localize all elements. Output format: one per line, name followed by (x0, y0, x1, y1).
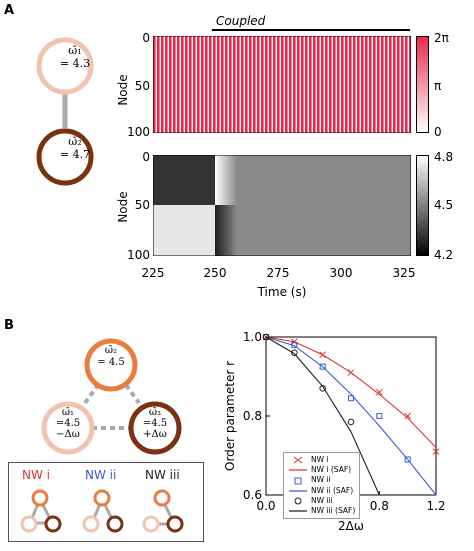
node-2-circle-b (84, 338, 138, 392)
nw-i-topology (20, 489, 62, 533)
node-3-circle-b (128, 401, 182, 455)
frequency-colorbar (416, 155, 429, 256)
nw-iii-title: NW iii (145, 468, 180, 482)
bottom-ytick-0: 0 (142, 150, 150, 164)
legend-item-nw-ii-saf: NW ii (SAF) (288, 486, 355, 496)
time-xlabel: Time (s) (257, 285, 307, 299)
bottom-ytick-100: 100 (127, 248, 150, 262)
node-1-omega: ω̄₁ (68, 44, 82, 57)
phase-heatmap (153, 36, 411, 133)
blue-line-icon (289, 490, 307, 492)
series-point-2 (319, 363, 326, 370)
xtick-300: 300 (329, 266, 353, 280)
legend-item-nw-i: NW i (288, 455, 355, 465)
series-point-0 (404, 412, 412, 420)
node-1-circle-b (41, 401, 95, 455)
phase-cbar-tick-pi: π (434, 79, 442, 93)
node-2-circle (36, 128, 94, 186)
xtick-250: 250 (203, 266, 227, 280)
node-b3-delta: +Δω (143, 429, 167, 440)
x-tick-label: 0.8 (370, 499, 389, 513)
square-marker-icon (294, 477, 302, 484)
legend-item-nw-ii: NW ii (288, 475, 355, 485)
y-tick-label: 0.8 (243, 409, 262, 423)
xtick-325: 325 (392, 266, 416, 280)
chart-ylabel: Order parameter r (223, 361, 237, 471)
series-point-2 (376, 413, 383, 419)
x-tick-label: 0.0 (256, 499, 275, 513)
coupled-bar (212, 29, 410, 31)
node-b1-omega: ω̄₁ (61, 407, 75, 418)
phase-cbar-tick-0: 0 (434, 125, 442, 139)
legend-label-nw-iii-saf: NW iii (SAF) (311, 506, 356, 516)
chart-legend: NW i NW i (SAF) NW ii NW ii (SAF) NW iii… (283, 452, 361, 520)
legend-item-nw-iii-saf: NW iii (SAF) (288, 506, 355, 516)
panel-a-label: A (4, 3, 15, 18)
black-line-icon (289, 510, 307, 512)
red-line-icon (289, 469, 307, 471)
node-b2-label: ω̄₂ = 4.5 (86, 345, 136, 369)
series-point-0 (375, 388, 383, 396)
two-node-schematic (36, 37, 94, 186)
chart-xlabel: 2Δω (338, 519, 364, 533)
node-b2-omega: ω̄₂ (104, 345, 118, 356)
node-2-omega: ω̄₂ (68, 135, 82, 148)
node-b3-omega: ω̄₃ (148, 407, 162, 418)
nw-ii-topology (82, 489, 124, 533)
y-tick-label: 0.6 (243, 488, 262, 502)
node-2-label: ω̄₂ = 4.7 (49, 135, 101, 161)
node-1-value: = 4.3 (59, 57, 91, 70)
legend-label-nw-i-saf: NW i (SAF) (311, 465, 352, 475)
coupled-label: Coupled (216, 14, 266, 28)
x-tick-label: 1.2 (426, 499, 445, 513)
three-node-schematic (41, 338, 182, 455)
legend-label-nw-ii-saf: NW ii (SAF) (311, 485, 354, 495)
node-b3-label: ω̄₃ =4.5 +Δω (130, 407, 180, 440)
xtick-225: 225 (141, 266, 165, 280)
series-line-3 (265, 336, 437, 496)
frequency-heatmap (153, 155, 411, 256)
series-point-2 (348, 395, 354, 402)
xtick-275: 275 (266, 266, 290, 280)
legend-label-nw-iii: NW iii (311, 495, 333, 505)
freq-cbar-tick-top: 4.8 (434, 150, 454, 164)
panel-b-label: B (4, 318, 14, 333)
y-tick-label: 1.0 (243, 330, 262, 344)
nw-i-title: NW i (22, 468, 50, 482)
circle-marker-icon (294, 497, 302, 505)
phase-colorbar (416, 36, 429, 133)
node-b1-value: =4.5 (55, 418, 81, 429)
legend-label-nw-i: NW i (311, 455, 329, 464)
node-b2-value: = 4.5 (97, 357, 125, 368)
node-1-label: ω̄₁ = 4.3 (49, 44, 101, 70)
node-b3-value: =4.5 (142, 418, 168, 429)
nw-ii-title: NW ii (85, 468, 117, 482)
phase-cbar-tick-2pi: 2π (434, 31, 449, 45)
legend-item-nw-i-saf: NW i (SAF) (288, 465, 355, 475)
top-ytick-0: 0 (142, 31, 150, 45)
series-point-4 (291, 349, 298, 357)
nw-iii-topology (142, 489, 184, 533)
freq-cbar-tick-bottom: 4.2 (434, 248, 454, 262)
series-line-5 (265, 336, 380, 496)
series-point-4 (262, 333, 270, 341)
node-b1-label: ω̄₁ =4.5 −Δω (43, 407, 93, 440)
legend-item-nw-iii: NW iii (288, 496, 355, 506)
top-ytick-100: 100 (127, 125, 150, 139)
node-b1-delta: −Δω (56, 429, 80, 440)
network-topologies (20, 489, 184, 533)
series-line-1 (265, 336, 437, 448)
series-point-2 (404, 456, 411, 463)
x-marker-icon (293, 456, 303, 464)
freq-cbar-tick-mid: 4.5 (434, 198, 454, 212)
top-ytick-50: 50 (134, 79, 150, 93)
node-1-circle (36, 37, 94, 95)
bottom-ytick-50: 50 (134, 198, 150, 212)
node-2-value: = 4.7 (59, 148, 91, 161)
legend-label-nw-ii: NW ii (311, 475, 331, 485)
series-point-0 (432, 448, 440, 455)
series-point-4 (347, 418, 355, 426)
network-types-box (8, 462, 204, 542)
